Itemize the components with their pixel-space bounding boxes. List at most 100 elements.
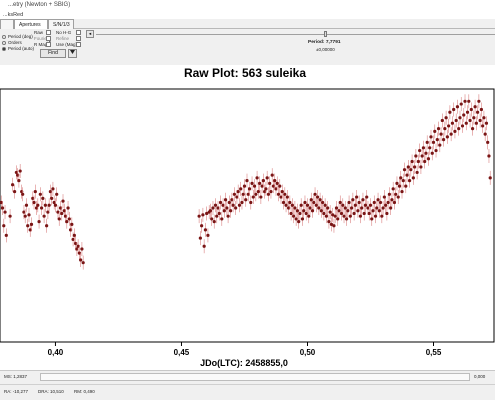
- point-marker: [366, 206, 370, 210]
- status-bar-top: MS: 1,2837 0,000: [0, 370, 495, 384]
- data-point: [51, 181, 55, 196]
- point-marker: [454, 118, 458, 123]
- point-marker: [317, 206, 321, 210]
- rmag-checkbox[interactable]: [46, 42, 51, 47]
- point-marker: [245, 179, 249, 183]
- data-point: [268, 176, 272, 191]
- point-marker: [60, 211, 64, 216]
- data-point: [426, 151, 431, 166]
- data-point: [342, 209, 346, 224]
- data-point: [477, 94, 481, 109]
- x-tick-label: 0,50: [300, 348, 316, 357]
- data-point: [441, 132, 446, 147]
- point-marker: [434, 148, 438, 153]
- point-marker: [401, 179, 405, 183]
- data-point: [317, 200, 321, 215]
- data-point: [37, 214, 41, 229]
- data-point: [384, 198, 388, 213]
- tab-apertures[interactable]: Apertures: [14, 19, 48, 29]
- data-point: [80, 242, 84, 257]
- data-point: [211, 200, 215, 215]
- point-marker: [24, 203, 29, 207]
- point-marker: [324, 214, 328, 218]
- plot-frame: [0, 88, 495, 343]
- find-button[interactable]: Find: [40, 49, 66, 58]
- data-point: [300, 211, 305, 226]
- data-point: [363, 198, 368, 213]
- data-point: [48, 184, 53, 199]
- data-point: [448, 105, 452, 120]
- point-marker: [230, 198, 234, 202]
- point-marker: [482, 116, 486, 120]
- point-marker: [439, 132, 443, 136]
- data-point: [38, 187, 42, 202]
- orders-radio[interactable]: [2, 41, 6, 45]
- point-marker: [22, 210, 26, 214]
- point-marker: [47, 203, 51, 207]
- tab-first[interactable]: [0, 19, 14, 29]
- data-point: [367, 206, 371, 221]
- raw-checkbox[interactable]: [46, 30, 51, 44]
- data-point: [436, 121, 441, 136]
- point-marker: [32, 200, 36, 205]
- point-marker: [428, 146, 432, 150]
- point-marker: [339, 211, 344, 216]
- point-marker: [351, 198, 355, 202]
- point-marker: [465, 110, 470, 114]
- data-point: [55, 187, 59, 202]
- point-marker: [349, 206, 354, 210]
- point-marker: [258, 181, 262, 185]
- data-point: [405, 168, 409, 183]
- menu-text[interactable]: ...ksRed: [3, 12, 24, 18]
- point-marker: [276, 192, 281, 196]
- point-marker: [242, 184, 247, 188]
- point-marker: [479, 107, 483, 112]
- point-marker: [486, 140, 490, 144]
- period-slider-thumb[interactable]: [324, 31, 327, 37]
- data-point: [481, 118, 485, 133]
- data-point: [17, 173, 21, 188]
- point-marker: [4, 233, 8, 237]
- point-marker: [411, 176, 415, 180]
- data-point: [483, 127, 487, 142]
- data-point: [370, 211, 374, 226]
- x-tick-label: 0,45: [174, 348, 190, 357]
- data-point: [450, 116, 455, 131]
- point-marker: [441, 138, 446, 142]
- point-marker: [309, 198, 313, 202]
- data-point: [331, 207, 335, 222]
- find-options-button[interactable]: [68, 49, 77, 58]
- point-marker: [384, 203, 388, 207]
- slider-left-button[interactable]: ◄: [86, 30, 94, 38]
- point-marker: [474, 121, 478, 125]
- data-point: [259, 190, 263, 205]
- data-point: [482, 110, 486, 125]
- tab-settings[interactable]: S/N/1/3: [48, 19, 74, 29]
- point-marker: [342, 214, 346, 218]
- no-hg-checkbox[interactable]: [76, 30, 81, 35]
- use-mag-checkbox[interactable]: [76, 42, 81, 47]
- status-dra: DRA: 10,510: [38, 389, 64, 394]
- data-point: [210, 211, 214, 226]
- point-marker: [458, 116, 462, 120]
- data-point: [368, 198, 373, 213]
- point-marker: [367, 211, 371, 216]
- data-point: [465, 105, 470, 120]
- data-point: [227, 195, 231, 210]
- point-marker: [353, 203, 357, 207]
- period-days-radio[interactable]: [2, 47, 6, 51]
- data-point: [351, 192, 355, 207]
- point-marker: [365, 195, 369, 199]
- plot-area: Raw Plot: 563 suleika 0,40 0,45 0,50 0,55 J…: [0, 65, 495, 370]
- data-point: [200, 218, 204, 233]
- period-deg-radio[interactable]: [2, 35, 6, 39]
- data-point: [394, 187, 398, 202]
- data-point: [285, 190, 289, 205]
- data-point: [281, 195, 286, 210]
- period-slider-track[interactable]: [96, 34, 495, 35]
- data-point: [264, 181, 268, 196]
- refine-checkbox[interactable]: [76, 36, 81, 41]
- x-axis-label: JDo(LTC): 2458855,0: [200, 358, 288, 368]
- fourier-checkbox[interactable]: [46, 36, 51, 41]
- point-marker: [81, 261, 85, 265]
